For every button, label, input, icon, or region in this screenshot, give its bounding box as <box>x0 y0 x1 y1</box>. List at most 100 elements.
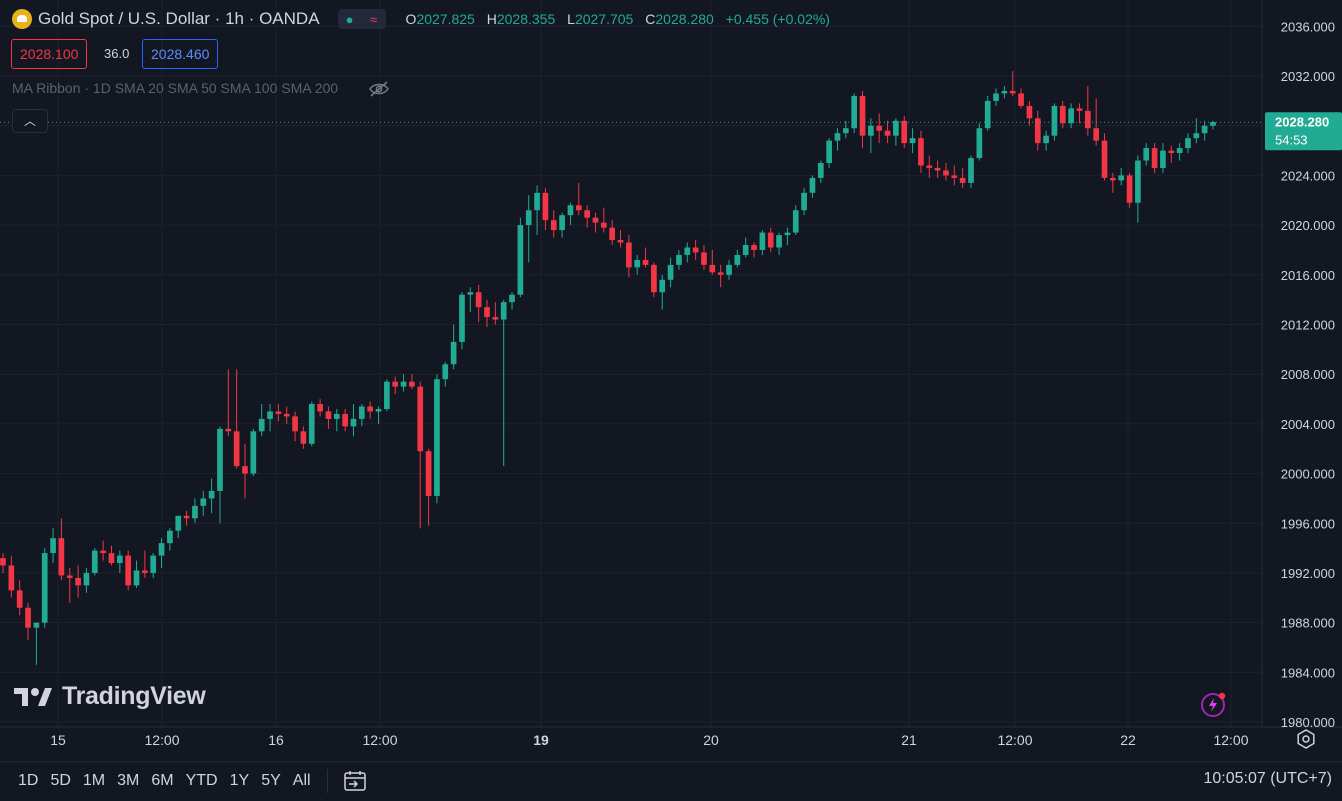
candle <box>1001 85 1008 99</box>
candle-body <box>567 205 574 216</box>
candle-body <box>192 505 198 519</box>
range-6m[interactable]: 6M <box>151 772 174 789</box>
candle <box>1151 143 1158 173</box>
spread-value: 36.0 <box>104 46 130 61</box>
candle-body <box>125 555 132 586</box>
candle <box>509 292 515 310</box>
range-5d[interactable]: 5D <box>50 772 71 789</box>
lightning-alert-icon[interactable] <box>1200 692 1226 718</box>
candle-body <box>200 498 207 506</box>
candle-body <box>792 210 799 233</box>
candle-body <box>842 128 849 134</box>
candle-body <box>367 406 374 412</box>
candle-body <box>1143 148 1150 161</box>
candle-body <box>1193 133 1200 139</box>
indicator-legend[interactable]: MA Ribbon · 1D SMA 20 SMA 50 SMA 100 SMA… <box>12 80 339 96</box>
candle <box>25 602 31 641</box>
candle-body <box>250 431 257 474</box>
candle <box>734 249 741 268</box>
candle <box>16 580 23 616</box>
bar-countdown: 54:53 <box>1275 132 1308 147</box>
candle-body <box>325 411 332 419</box>
time-tick-label: 16 <box>268 732 284 748</box>
price-tick-label: 2012.000 <box>1281 318 1335 333</box>
candle <box>467 287 474 313</box>
candle <box>1168 145 1175 164</box>
sell-button[interactable]: 2028.100 <box>11 39 88 69</box>
candle <box>333 408 340 432</box>
candle-body <box>517 225 524 295</box>
candle-body <box>1051 105 1058 136</box>
candle <box>1101 133 1108 181</box>
chart-settings-gear-icon[interactable] <box>1296 729 1316 749</box>
candle <box>542 187 549 231</box>
range-1d[interactable]: 1D <box>18 772 39 789</box>
go-to-date-icon[interactable] <box>342 769 368 793</box>
candle <box>676 249 682 270</box>
range-1m[interactable]: 1M <box>82 772 106 789</box>
range-ytd[interactable]: YTD <box>185 772 218 789</box>
candle-body <box>600 222 607 228</box>
candle-body <box>525 210 532 226</box>
range-1y[interactable]: 1Y <box>229 772 250 789</box>
candle <box>192 498 198 524</box>
candle-body <box>767 232 774 248</box>
candle <box>1043 130 1049 151</box>
candle <box>308 401 315 447</box>
candle-body <box>150 555 157 573</box>
candle <box>150 553 157 578</box>
candle-body <box>876 125 883 131</box>
candle <box>484 299 490 327</box>
candle-body <box>475 292 482 308</box>
candle <box>584 205 590 228</box>
candle-body <box>550 220 557 231</box>
candle <box>317 399 323 417</box>
candle <box>367 401 374 419</box>
candle-body <box>617 240 624 243</box>
hide-indicator-icon[interactable] <box>368 80 390 98</box>
delayed-data-icon[interactable]: ≈ <box>369 11 378 27</box>
candle-body <box>384 381 390 409</box>
candle-body <box>1018 93 1024 106</box>
candle <box>8 555 15 598</box>
candle <box>1118 167 1125 186</box>
collapse-legend-button[interactable]: ︿ <box>12 109 48 133</box>
candle <box>1026 100 1033 126</box>
symbol-title[interactable]: Gold Spot / U.S. Dollar · 1h · OANDA <box>38 9 320 28</box>
candle <box>684 242 691 263</box>
candle-body <box>909 138 916 144</box>
timezone-clock[interactable]: 10:05:07 (UTC+7) <box>1203 770 1332 787</box>
candle-body <box>317 404 323 412</box>
candle <box>993 88 999 106</box>
market-open-icon[interactable]: ● <box>345 11 354 27</box>
candle-body <box>584 210 590 218</box>
candle <box>517 217 524 298</box>
price-tick-label: 2032.000 <box>1281 69 1335 84</box>
candle <box>851 93 858 134</box>
candle-body <box>83 572 90 586</box>
candle <box>1009 71 1016 96</box>
candle-body <box>1151 148 1158 168</box>
buy-button[interactable]: 2028.460 <box>142 39 219 69</box>
status-indicators[interactable]: ● ≈ <box>337 9 386 29</box>
candle-body <box>283 413 290 417</box>
chart-grid <box>0 0 1262 727</box>
range-3m[interactable]: 3M <box>117 772 140 789</box>
candle-body <box>1110 177 1116 181</box>
candle-body <box>25 607 31 628</box>
candle <box>651 262 657 298</box>
candle <box>575 182 582 216</box>
candle-body <box>242 466 248 474</box>
candle <box>876 113 883 144</box>
price-tick-label: 1992.000 <box>1281 566 1335 581</box>
candle-body <box>1201 125 1208 134</box>
candle <box>901 115 908 149</box>
candle <box>116 550 123 573</box>
candle-body <box>1059 105 1066 124</box>
candle <box>792 205 799 236</box>
candle <box>634 254 641 275</box>
candle <box>158 538 165 568</box>
range-all[interactable]: All <box>292 772 311 789</box>
range-5y[interactable]: 5Y <box>261 772 281 789</box>
